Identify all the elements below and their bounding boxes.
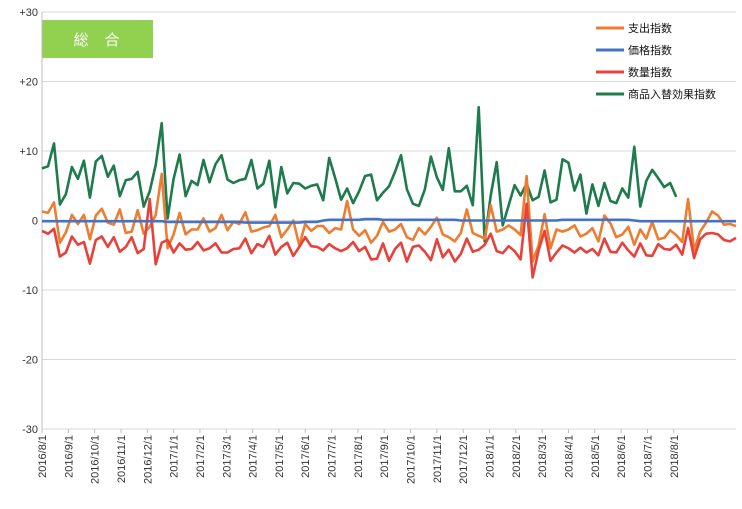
x-tick-label: 2017/8/1 [353,435,365,478]
y-tick-label: +10 [19,146,38,158]
y-tick-label: 0 [32,216,38,228]
series-line-0 [41,172,737,263]
x-tick-label: 2017/2/1 [195,435,207,478]
y-tick-label: -10 [22,285,38,297]
x-tick-label: 2018/3/1 [537,435,549,478]
x-tick-label: 2016/9/1 [63,435,75,478]
x-tick-label: 2018/8/1 [669,435,681,478]
x-tick-label: 2017/9/1 [379,435,391,478]
summary-badge: 総合 [42,20,153,58]
legend-label: 数量指数 [628,65,672,79]
x-tick-label: 2017/3/1 [221,435,233,478]
x-tick-label: 2016/11/1 [116,435,128,483]
legend-label: 商品入替効果指数 [628,87,716,101]
x-tick-label: 2018/5/1 [590,435,602,478]
series-lines [41,105,737,279]
summary-badge-label: 総合 [73,30,136,49]
x-tick-label: 2017/11/1 [432,435,444,483]
x-tick-label: 2018/1/1 [485,435,497,478]
legend-label: 支出指数 [628,21,672,35]
x-tick-label: 2018/4/1 [563,435,575,478]
x-tick-label: 2018/7/1 [642,435,654,478]
x-tick-label: 2016/10/1 [90,435,102,484]
x-tick-label: 2017/5/1 [274,435,286,478]
x-tick-label: 2017/7/1 [327,435,339,478]
series-line-2 [41,197,737,279]
x-tick-label: 2018/2/1 [511,435,523,478]
legend-label: 価格指数 [628,43,672,57]
x-tick-label: 2017/4/1 [248,435,260,478]
series-line-3 [41,105,678,243]
x-tick-label: 2017/12/1 [458,435,470,484]
x-tick-label: 2017/10/1 [406,435,418,484]
y-tick-label: +30 [19,7,38,19]
x-tick-label: 2018/6/1 [616,435,628,478]
series-line-1 [42,217,736,224]
x-tick-label: 2017/1/1 [169,435,181,478]
x-axis-ticks: 2016/8/1 2016/9/1 2016/10/1 2016/11/1 2016/1… [37,429,681,484]
x-tick-label: 2016/8/1 [37,435,49,478]
y-tick-label: -30 [22,424,38,436]
y-axis-ticks: +30 +20 +10 0 -10 -20 -30 [19,7,38,436]
x-tick-label: 2017/6/1 [300,435,312,478]
y-tick-label: -20 [22,355,38,367]
y-tick-label: +20 [19,77,38,89]
x-tick-label: 2016/12/1 [142,435,154,484]
